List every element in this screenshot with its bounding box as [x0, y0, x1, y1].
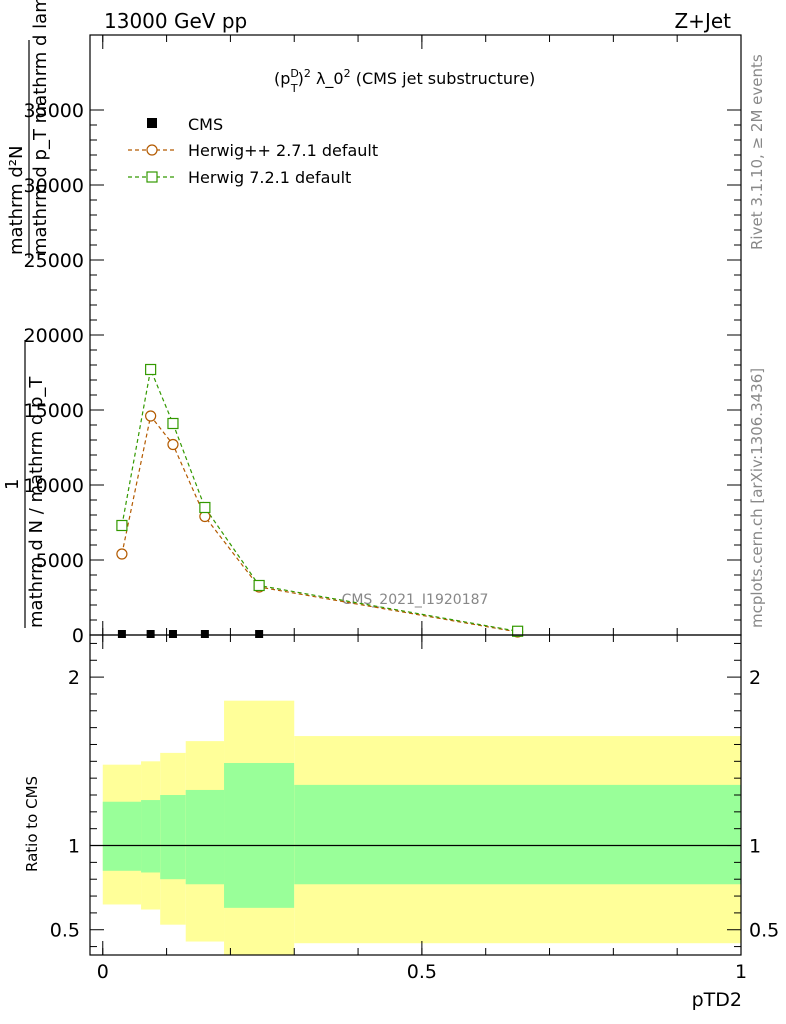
herwigpp-point: [167, 438, 179, 451]
ratio-band-inner: [160, 795, 186, 880]
ylabel-line-4: mathrm d N / mathrm d p_T: [26, 376, 47, 628]
ratio-ytick-label: 1: [68, 836, 80, 858]
watermark: CMS_2021_I1920187: [342, 592, 489, 608]
header-left: 13000 GeV pp: [104, 9, 247, 33]
legend-label-herwigpp: Herwig++ 2.7.1 default: [188, 141, 378, 160]
cms-point: [200, 630, 209, 638]
ratio-band-inner: [102, 801, 142, 871]
legend-label-herwig7: Herwig 7.2.1 default: [188, 168, 351, 187]
plot-title: (pD T)2 λ_02 (CMS jet substructure): [274, 67, 535, 95]
main-ytick-label: 20000: [24, 325, 84, 347]
rivet-label: Rivet 3.1.10, ≥ 2M events: [748, 54, 766, 250]
main-ytick-label: 15000: [24, 400, 84, 422]
ratio-band-inner: [185, 789, 225, 885]
ratio-xtick-label: 0: [97, 961, 109, 983]
ratio-ylabel: Ratio to CMS: [23, 776, 41, 872]
herwig7-point: [512, 625, 524, 637]
ratio-band-inner: [224, 763, 295, 908]
ratio-ytick-label-right: 2: [749, 667, 761, 689]
main-ytick-label: 30000: [24, 175, 84, 197]
mcplots-label: mcplots.cern.ch [arXiv:1306.3436]: [748, 368, 766, 628]
cms-point: [146, 630, 155, 638]
herwig7-point: [145, 363, 157, 376]
ratio-xlabel: pTD2: [692, 989, 742, 1011]
ratio-panel: 0.5 0.51 12 20 0.5 1 Ratio to CMS pTD2: [23, 634, 779, 1011]
legend-marker-cms: [147, 118, 157, 128]
herwigpp-point: [116, 548, 128, 560]
ratio-band-inner: [294, 784, 741, 885]
herwig7-point: [116, 519, 128, 532]
herwig7-point: [199, 501, 211, 514]
main-ytick-label: 5000: [36, 550, 84, 572]
ratio-ytick-label-right: 0.5: [749, 920, 779, 942]
main-ytick-label: 25000: [24, 250, 84, 272]
legend-label-cms: CMS: [188, 115, 223, 134]
ylabel-line-2: mathrm d p_T mathrm d lambda: [30, 0, 51, 255]
main-ylabel: mathrm d²N mathrm d p_T mathrm d lambda …: [2, 0, 51, 628]
ratio-xtick-label: 1: [735, 961, 747, 983]
legend: CMS Herwig++ 2.7.1 default Herwig 7.2.1 …: [128, 115, 378, 187]
ratio-band-inner: [141, 800, 161, 873]
legend-marker-herwig7: [146, 171, 158, 183]
ratio-ytick-label-right: 1: [749, 836, 761, 858]
herwig7-point: [167, 417, 179, 430]
herwigpp-point: [145, 410, 157, 422]
legend-marker-herwigpp: [146, 144, 158, 156]
ylabel-line-3: 1: [2, 479, 23, 490]
cms-point: [117, 630, 126, 638]
main-panel: CMS_2021_I1920187 0 5000 10000 15000 20000 25…: [2, 0, 742, 647]
herwigpp-line: [121, 414, 518, 633]
ratio-ytick-label: 0.5: [50, 920, 80, 942]
main-ytick-label: 0: [72, 625, 84, 647]
ylabel-line-1: mathrm d²N: [6, 146, 27, 255]
ratio-ytick-label: 2: [68, 667, 80, 689]
herwig7-point: [253, 579, 265, 592]
cms-point: [168, 630, 177, 638]
herwig7-line: [121, 367, 518, 632]
main-ytick-label: 35000: [24, 100, 84, 122]
cms-point: [255, 630, 264, 638]
main-ytick-label: 10000: [24, 475, 84, 497]
header-right: Z+Jet: [674, 9, 731, 33]
ratio-xtick-label: 0.5: [407, 961, 437, 983]
